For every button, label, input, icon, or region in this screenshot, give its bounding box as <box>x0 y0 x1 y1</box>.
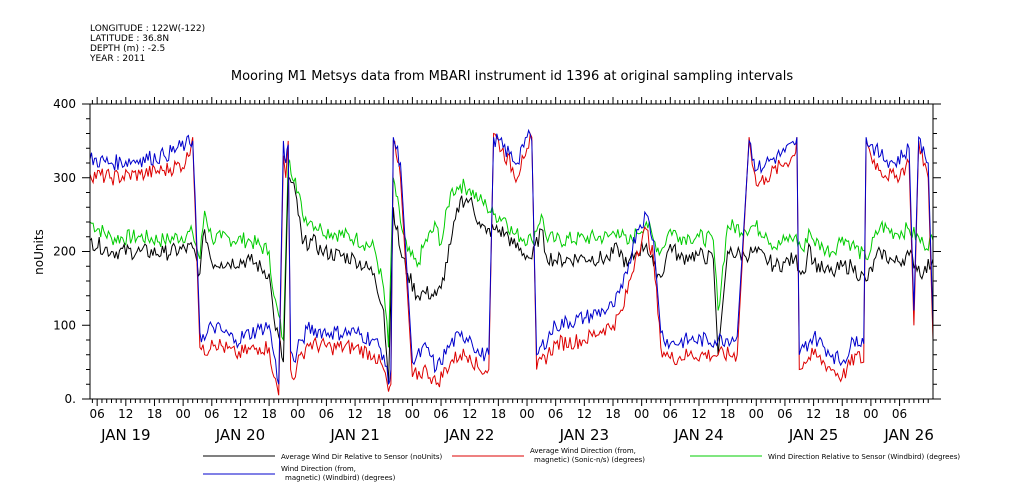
x-day-label: JAN 19 <box>100 426 151 444</box>
x-hour-label: 00 <box>290 407 305 421</box>
x-day-label: JAN 22 <box>444 426 495 444</box>
meta-latitude: LATITUDE : 36.8N <box>90 34 169 44</box>
x-hour-label: 06 <box>204 407 219 421</box>
meta-year: YEAR : 2011 <box>89 54 145 64</box>
series-line-1 <box>89 131 934 396</box>
series-line-2 <box>89 159 934 348</box>
x-hour-label: 18 <box>720 407 735 421</box>
x-hour-label: 06 <box>777 407 792 421</box>
x-hour-label: 12 <box>806 407 821 421</box>
x-hour-label: 12 <box>347 407 362 421</box>
x-day-label: JAN 26 <box>883 426 934 444</box>
x-hour-label: 18 <box>147 407 162 421</box>
meta-depth: DEPTH (m) : -2.5 <box>90 44 165 54</box>
legend: Average Wind Dir Relative to Sensor (noU… <box>203 447 960 482</box>
x-hour-label: 06 <box>892 407 907 421</box>
x-hour-label: 18 <box>605 407 620 421</box>
x-day-label: JAN 25 <box>788 426 839 444</box>
x-hour-label: 12 <box>118 407 133 421</box>
y-tick-label: 0. <box>65 392 76 406</box>
series-layer <box>89 128 934 396</box>
x-hour-label: 00 <box>749 407 764 421</box>
x-hour-label: 06 <box>433 407 448 421</box>
y-axis-label: noUnits <box>32 229 46 275</box>
x-hour-label: 12 <box>577 407 592 421</box>
x-hour-label: 00 <box>519 407 534 421</box>
legend-label-2: Wind Direction Relative to Sensor (Windb… <box>768 453 960 461</box>
x-hour-label: 18 <box>261 407 276 421</box>
x-hour-label: 12 <box>691 407 706 421</box>
x-hour-label: 06 <box>319 407 334 421</box>
x-hour-label: 18 <box>376 407 391 421</box>
meta-longitude: LONGITUDE : 122W(-122) <box>90 24 205 34</box>
y-tick-label: 300 <box>53 171 76 185</box>
x-hour-label: 00 <box>405 407 420 421</box>
x-hour-label: 18 <box>835 407 850 421</box>
y-tick-label: 400 <box>53 97 76 111</box>
x-hour-label: 12 <box>233 407 248 421</box>
legend-label-1: Average Wind Direction (from, <box>530 447 636 455</box>
legend-label-0: Average Wind Dir Relative to Sensor (noU… <box>281 453 442 461</box>
x-hour-label: 06 <box>90 407 105 421</box>
legend-label-3: Wind Direction (from, <box>281 465 356 473</box>
series-line-0 <box>89 177 934 385</box>
axes-layer: 0. 100 200 300 400 06 12 18 00 06 12 18 00 06 12 18 00 06… <box>53 97 941 444</box>
y-tick-label: 100 <box>53 318 76 332</box>
x-hour-label: 12 <box>462 407 477 421</box>
x-hour-label: 06 <box>548 407 563 421</box>
legend-label-3: magnetic) (Windbird) (degrees) <box>285 474 396 482</box>
x-day-label: JAN 24 <box>673 426 724 444</box>
x-hour-label: 06 <box>663 407 678 421</box>
x-day-label: JAN 21 <box>329 426 380 444</box>
x-hour-label: 00 <box>863 407 878 421</box>
x-day-label: JAN 23 <box>559 426 610 444</box>
x-hour-label: 00 <box>175 407 190 421</box>
y-tick-label: 200 <box>53 245 76 259</box>
x-hour-label: 18 <box>491 407 506 421</box>
metadata-block: LONGITUDE : 122W(-122) LATITUDE : 36.8N … <box>89 24 205 64</box>
x-hour-label: 00 <box>634 407 649 421</box>
chart-title: Mooring M1 Metsys data from MBARI instru… <box>231 69 793 84</box>
x-day-label: JAN 20 <box>215 426 266 444</box>
series-line-3 <box>89 128 934 385</box>
legend-label-1: magnetic) (Sonic-n/s) (degrees) <box>534 456 645 464</box>
